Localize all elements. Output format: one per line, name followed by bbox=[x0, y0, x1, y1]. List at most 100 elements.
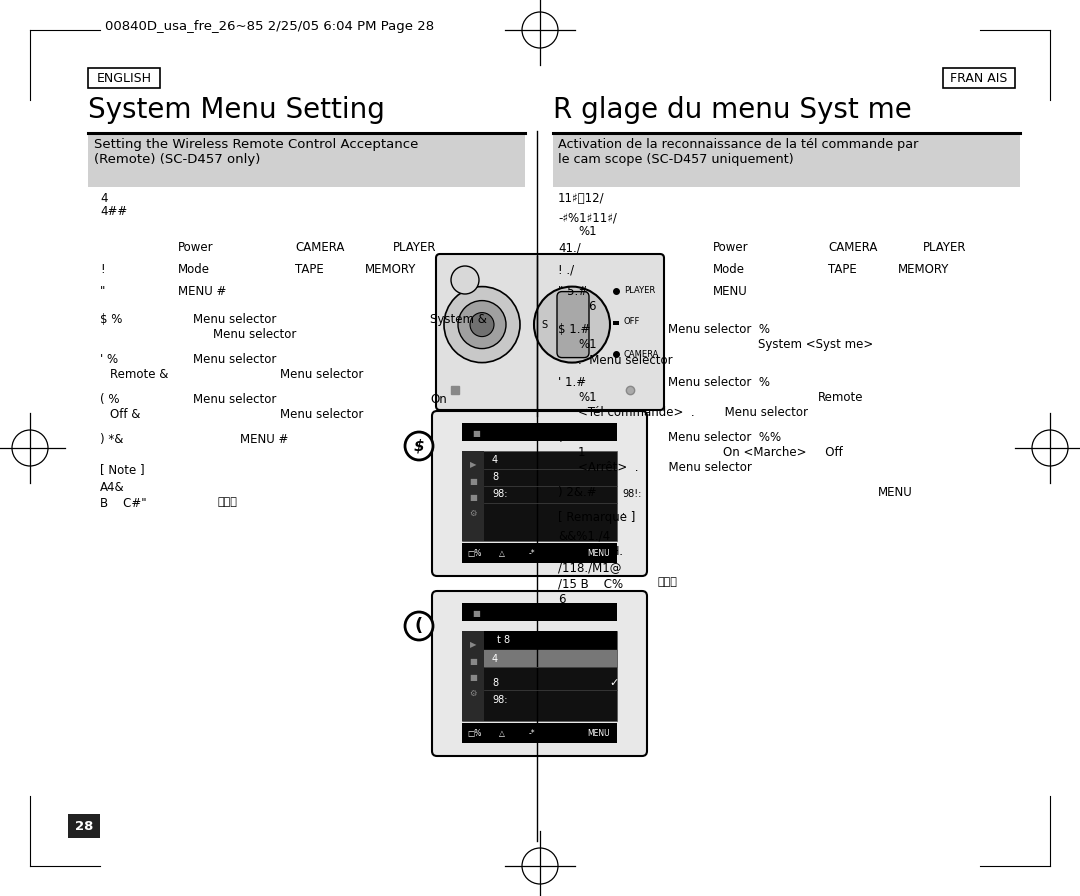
Text: 28: 28 bbox=[75, 820, 93, 832]
Text: R glage du menu Syst me: R glage du menu Syst me bbox=[553, 96, 912, 124]
Text: FRAN AIS: FRAN AIS bbox=[950, 72, 1008, 84]
Text: ▶: ▶ bbox=[470, 641, 476, 650]
Text: Remote &: Remote & bbox=[110, 368, 168, 381]
Text: Menu selector: Menu selector bbox=[280, 408, 363, 421]
Bar bbox=[613, 321, 619, 325]
Text: $ %: $ % bbox=[100, 313, 122, 326]
Text: Menu selector: Menu selector bbox=[193, 313, 276, 326]
Text: Menu selector  %: Menu selector % bbox=[669, 323, 770, 336]
Text: MENU: MENU bbox=[713, 285, 747, 298]
FancyBboxPatch shape bbox=[432, 411, 647, 576]
Text: le cam scope (SC-D457 uniquement): le cam scope (SC-D457 uniquement) bbox=[558, 153, 794, 166]
Bar bbox=[462, 723, 617, 743]
Text: 8: 8 bbox=[492, 678, 498, 688]
Bar bbox=[462, 451, 484, 541]
Text: Menu selector: Menu selector bbox=[213, 328, 296, 341]
Text: (: ( bbox=[415, 617, 423, 635]
Bar bbox=[943, 68, 1015, 88]
Text: MENU: MENU bbox=[588, 728, 610, 737]
Text: <Tél commande>  .        Menu selector: <Tél commande> . Menu selector bbox=[578, 406, 808, 419]
Text: △: △ bbox=[499, 548, 505, 557]
Text: " 5.#: " 5.# bbox=[558, 285, 589, 298]
Circle shape bbox=[405, 612, 433, 640]
Text: ' 1.#: ' 1.# bbox=[558, 376, 586, 389]
Text: ": " bbox=[100, 285, 106, 298]
Text: -♯%1♯11♯/: -♯%1♯11♯/ bbox=[558, 211, 617, 224]
Text: %1: %1 bbox=[578, 338, 596, 351]
Text: Power: Power bbox=[178, 241, 214, 254]
Text: OFF: OFF bbox=[624, 317, 640, 326]
Bar bbox=[87, 68, 160, 88]
Text: Menu selector  %%: Menu selector %% bbox=[669, 431, 781, 444]
FancyBboxPatch shape bbox=[432, 591, 647, 756]
Text: -*: -* bbox=[529, 728, 536, 737]
Text: 1: 1 bbox=[578, 446, 585, 459]
Text: .: . bbox=[622, 506, 625, 516]
Text: System &: System & bbox=[430, 313, 487, 326]
Text: MENU: MENU bbox=[588, 548, 610, 557]
Text: 8: 8 bbox=[492, 472, 498, 482]
Text: &&%1./4: &&%1./4 bbox=[558, 529, 610, 542]
Text: 《》等: 《》等 bbox=[658, 577, 678, 587]
Text: ( 1.#: ( 1.# bbox=[558, 431, 588, 444]
Text: On: On bbox=[430, 393, 447, 406]
Text: ' %: ' % bbox=[100, 353, 118, 366]
Text: [ Remarque ]: [ Remarque ] bbox=[558, 511, 635, 524]
Text: <Arrêt>  .        Menu selector: <Arrêt> . Menu selector bbox=[578, 461, 752, 474]
Bar bbox=[462, 423, 617, 441]
Text: %1: %1 bbox=[578, 391, 596, 404]
Text: 98:: 98: bbox=[492, 489, 508, 499]
Text: -*: -* bbox=[529, 548, 536, 557]
Text: ▶: ▶ bbox=[470, 461, 476, 470]
Text: ⚙: ⚙ bbox=[469, 688, 476, 697]
Text: PLAYER: PLAYER bbox=[923, 241, 967, 254]
Bar bbox=[87, 133, 525, 187]
Text: G11HG5IH.: G11HG5IH. bbox=[558, 545, 623, 558]
Text: On <Marche>     Off: On <Marche> Off bbox=[723, 446, 842, 459]
Text: 98:: 98: bbox=[492, 695, 508, 705]
Text: △: △ bbox=[499, 728, 505, 737]
Text: Menu selector  %: Menu selector % bbox=[669, 376, 770, 389]
Text: 6: 6 bbox=[588, 300, 595, 313]
Text: ■: ■ bbox=[469, 477, 477, 486]
Text: ■: ■ bbox=[472, 608, 480, 617]
Text: (Remote) (SC-D457 only): (Remote) (SC-D457 only) bbox=[94, 153, 260, 166]
Bar bbox=[462, 631, 484, 721]
Text: □%: □% bbox=[467, 728, 482, 737]
Text: Mode: Mode bbox=[178, 263, 210, 276]
Text: PLAYER: PLAYER bbox=[624, 286, 656, 295]
Text: Menu selector: Menu selector bbox=[193, 393, 276, 406]
Bar bbox=[462, 603, 617, 621]
Text: ■: ■ bbox=[469, 657, 477, 666]
Text: ■: ■ bbox=[469, 493, 477, 502]
Text: Menu selector: Menu selector bbox=[193, 353, 276, 366]
Text: ) 2&.#: ) 2&.# bbox=[558, 486, 596, 499]
Text: MENU #: MENU # bbox=[240, 433, 288, 446]
Text: A4&: A4& bbox=[100, 481, 124, 494]
Text: Menu selector: Menu selector bbox=[280, 368, 363, 381]
Bar bbox=[462, 543, 617, 563]
Text: CAMERA: CAMERA bbox=[295, 241, 345, 254]
Text: PLAYER: PLAYER bbox=[393, 241, 436, 254]
Bar bbox=[462, 631, 617, 721]
Text: S: S bbox=[541, 320, 548, 330]
Text: ENGLISH: ENGLISH bbox=[96, 72, 151, 84]
Bar bbox=[484, 631, 617, 649]
Text: Power: Power bbox=[713, 241, 748, 254]
Text: MENU #: MENU # bbox=[178, 285, 227, 298]
Text: ■: ■ bbox=[472, 428, 480, 437]
Text: TAPE: TAPE bbox=[828, 263, 856, 276]
Text: Mode: Mode bbox=[713, 263, 745, 276]
Text: TAPE: TAPE bbox=[295, 263, 324, 276]
Text: MEMORY: MEMORY bbox=[897, 263, 949, 276]
Polygon shape bbox=[68, 814, 100, 838]
Text: 4##: 4## bbox=[100, 205, 127, 218]
Text: Setting the Wireless Remote Control Acceptance: Setting the Wireless Remote Control Acce… bbox=[94, 138, 418, 151]
FancyBboxPatch shape bbox=[436, 254, 664, 410]
Text: .  Menu selector: . Menu selector bbox=[578, 354, 673, 367]
Circle shape bbox=[470, 313, 494, 337]
Text: $: $ bbox=[414, 438, 424, 453]
Text: B    C#": B C#" bbox=[100, 497, 147, 510]
Bar bbox=[484, 650, 617, 667]
Text: System Menu Setting: System Menu Setting bbox=[87, 96, 384, 124]
